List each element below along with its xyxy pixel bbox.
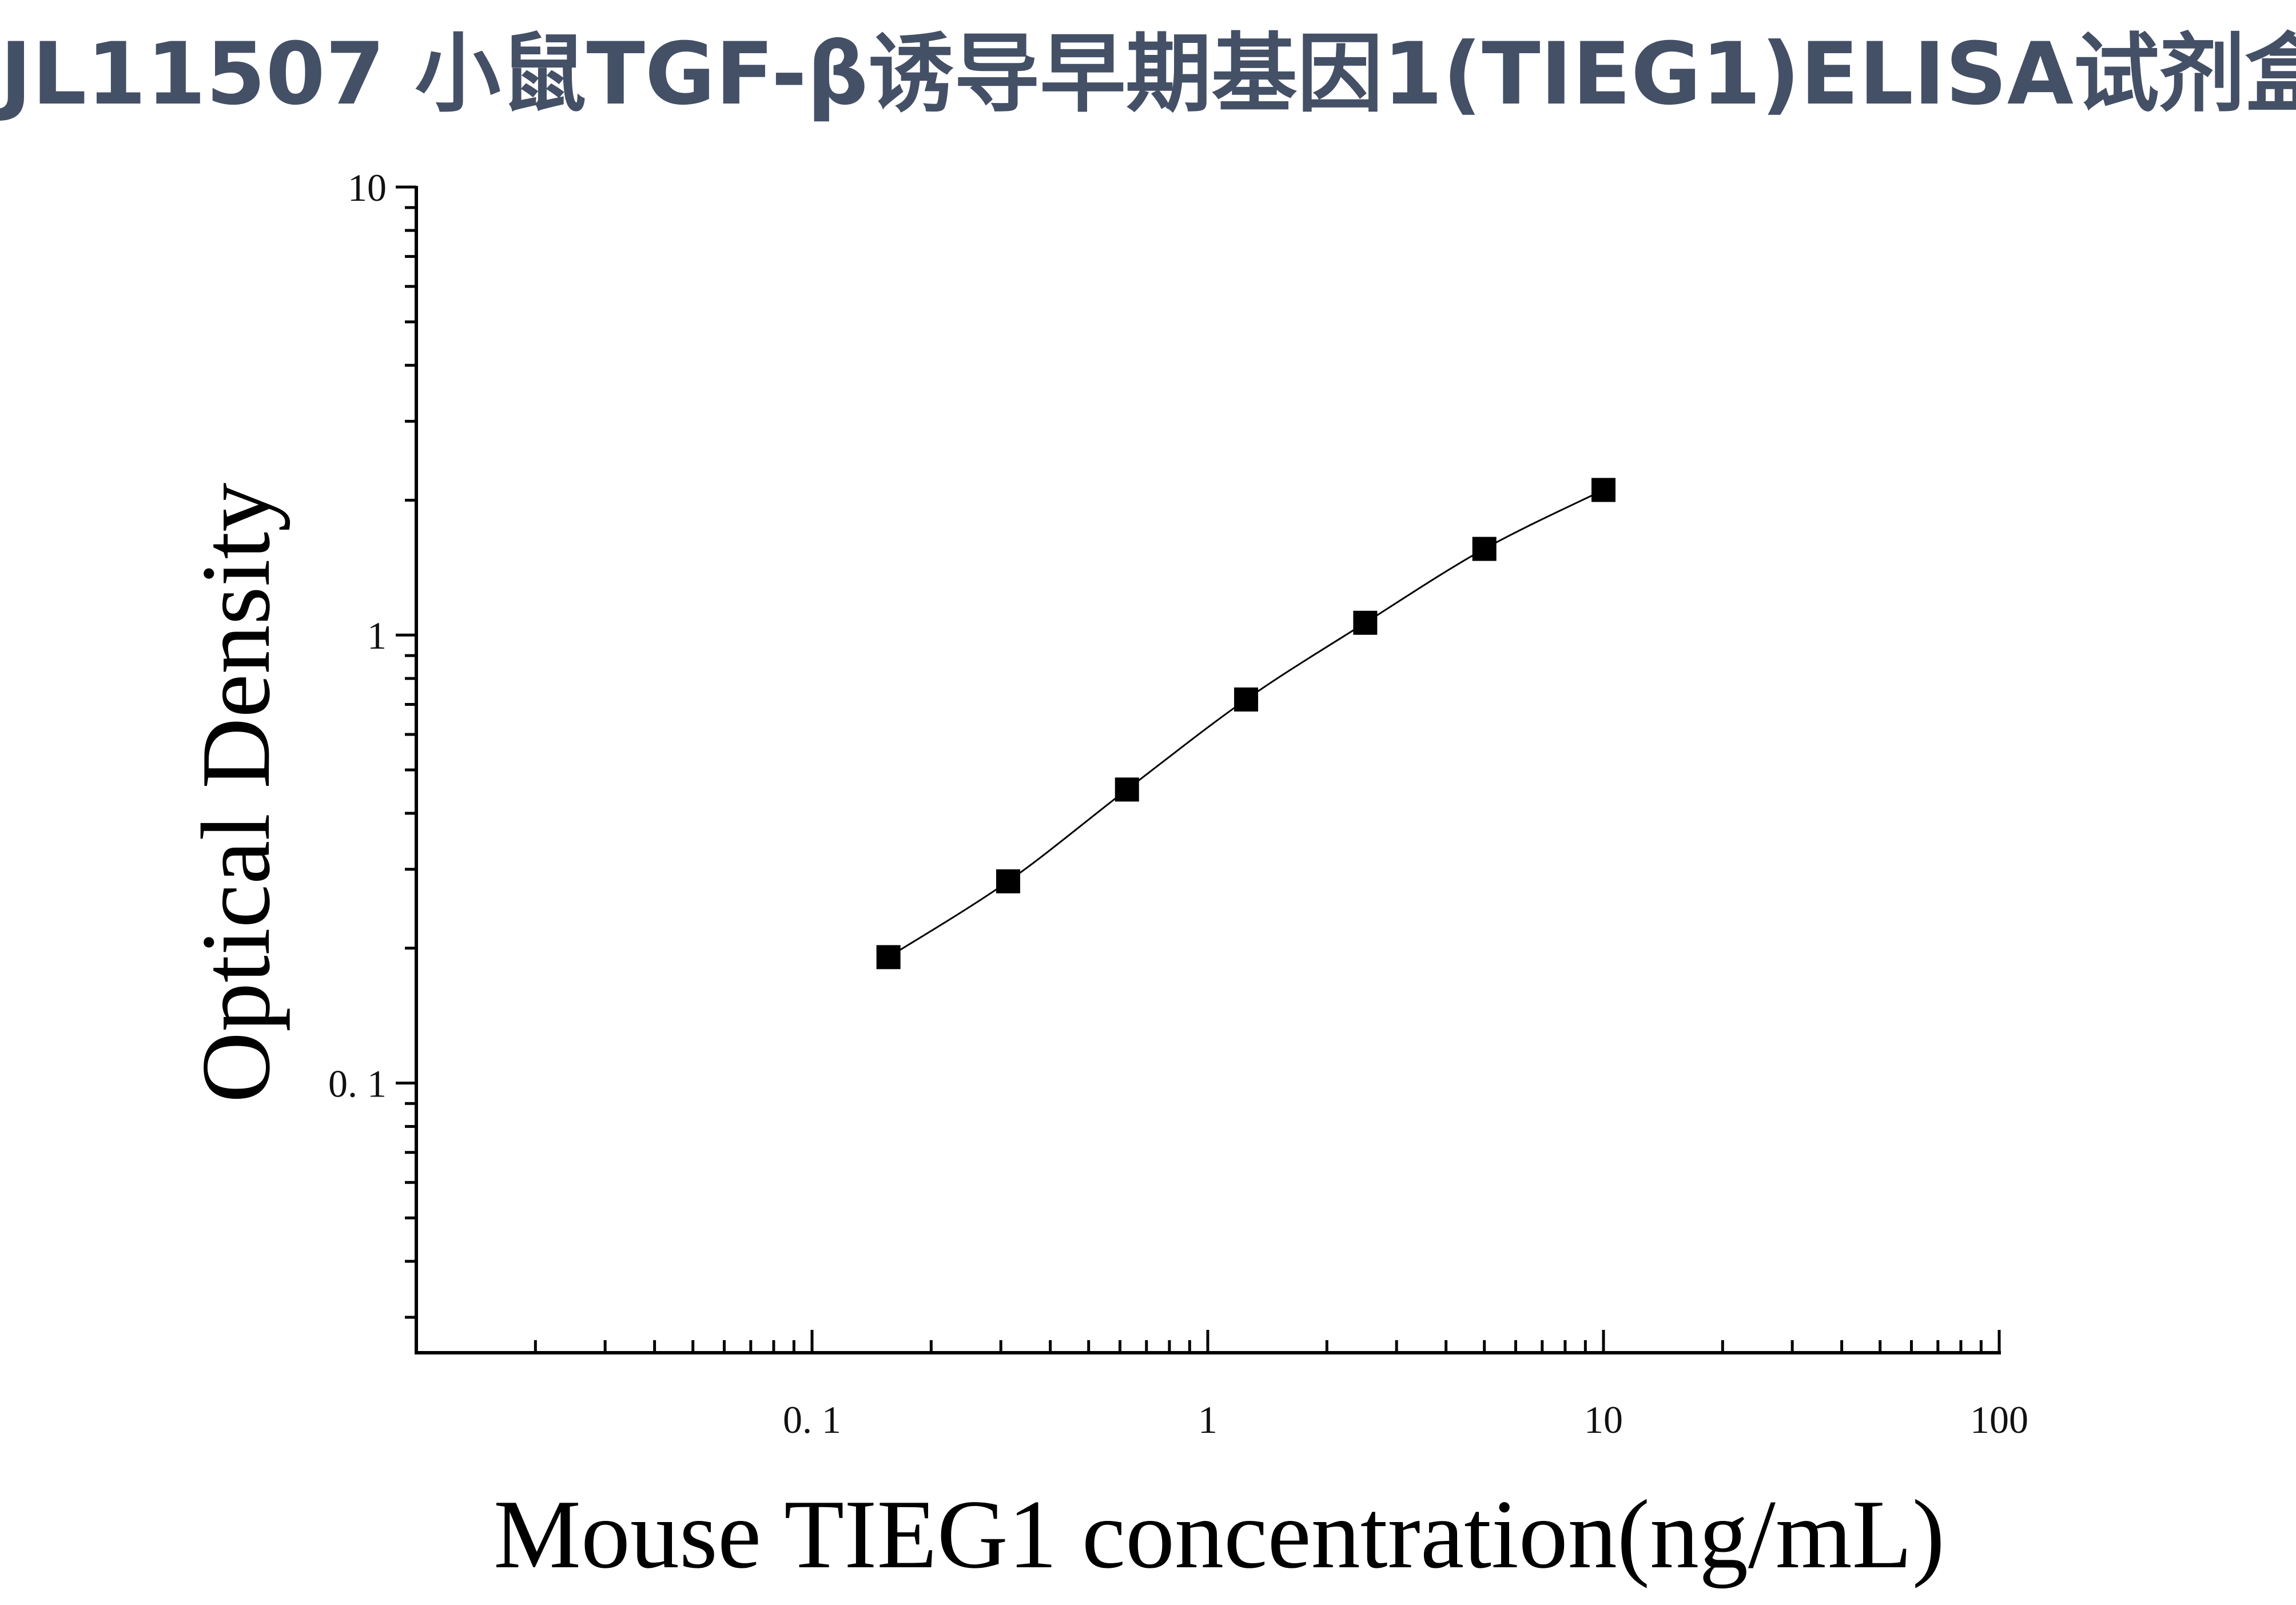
chart-axes: 0. 1 1 10 100 0. 1 1 10	[328, 166, 2028, 1441]
page-title: JL11507 小鼠TGF-β诱导早期基因1(TIEG1)ELISA试剂盒	[0, 25, 2296, 124]
data-point-5	[1472, 537, 1497, 561]
x-tick-label: 1	[1198, 1398, 1217, 1441]
y-tick-label: 10	[348, 166, 387, 209]
data-point-4	[1353, 610, 1378, 635]
data-point-0	[876, 945, 901, 970]
data-points-group	[876, 478, 1615, 970]
data-point-2	[1115, 777, 1139, 802]
x-tick-label: 100	[1970, 1398, 2028, 1441]
y-axis-title: Optical Density	[182, 483, 291, 1103]
y-tick-label: 1	[367, 614, 387, 657]
y-tick-label: 0. 1	[328, 1062, 387, 1105]
x-tick-label: 0. 1	[783, 1398, 841, 1441]
data-point-6	[1591, 478, 1615, 502]
data-point-1	[996, 869, 1020, 893]
x-axis-title: Mouse TIEG1 concentration(ng/mL)	[494, 1480, 1945, 1589]
x-tick-label: 10	[1584, 1398, 1623, 1441]
data-point-3	[1234, 687, 1259, 712]
